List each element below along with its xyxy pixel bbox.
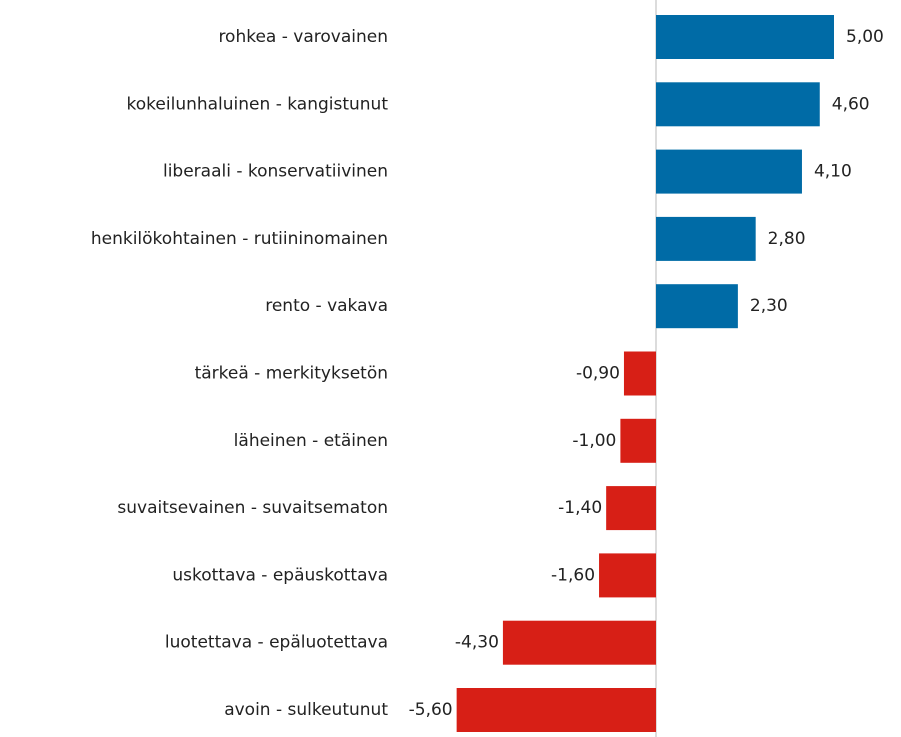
category-label: luotettava - epäluotettava <box>165 633 388 653</box>
category-label: suvaitsevainen - suvaitsematon <box>117 498 388 518</box>
bar <box>606 486 656 531</box>
bar <box>656 149 802 194</box>
bar <box>599 553 656 598</box>
value-label: -1,60 <box>551 565 595 585</box>
value-label: 5,00 <box>846 27 884 47</box>
bar <box>620 418 656 463</box>
category-label: läheinen - etäinen <box>234 431 388 451</box>
value-label: -1,00 <box>572 431 616 451</box>
bar <box>656 82 820 127</box>
category-label: tärkeä - merkityksetön <box>195 364 388 384</box>
bar <box>656 284 738 329</box>
bar <box>502 620 656 665</box>
category-label: uskottava - epäuskottava <box>172 565 388 585</box>
value-label: 4,60 <box>832 94 870 114</box>
category-label: rohkea - varovainen <box>218 27 388 47</box>
category-label: avoin - sulkeutunut <box>224 700 388 720</box>
value-label: -0,90 <box>576 364 620 384</box>
value-label: 4,10 <box>814 162 852 182</box>
value-label: -5,60 <box>409 700 453 720</box>
value-label: 2,30 <box>750 296 788 316</box>
category-label: liberaali - konservatiivinen <box>163 162 388 182</box>
category-label: henkilökohtainen - rutiininomainen <box>91 229 388 249</box>
category-label: kokeilunhaluinen - kangistunut <box>127 94 389 114</box>
bar <box>456 688 656 732</box>
bar <box>656 216 756 261</box>
value-label: -1,40 <box>558 498 602 518</box>
category-label: rento - vakava <box>265 296 388 316</box>
bar <box>656 15 834 59</box>
value-label: 2,80 <box>768 229 806 249</box>
value-label: -4,30 <box>455 633 499 653</box>
bar <box>623 351 656 396</box>
